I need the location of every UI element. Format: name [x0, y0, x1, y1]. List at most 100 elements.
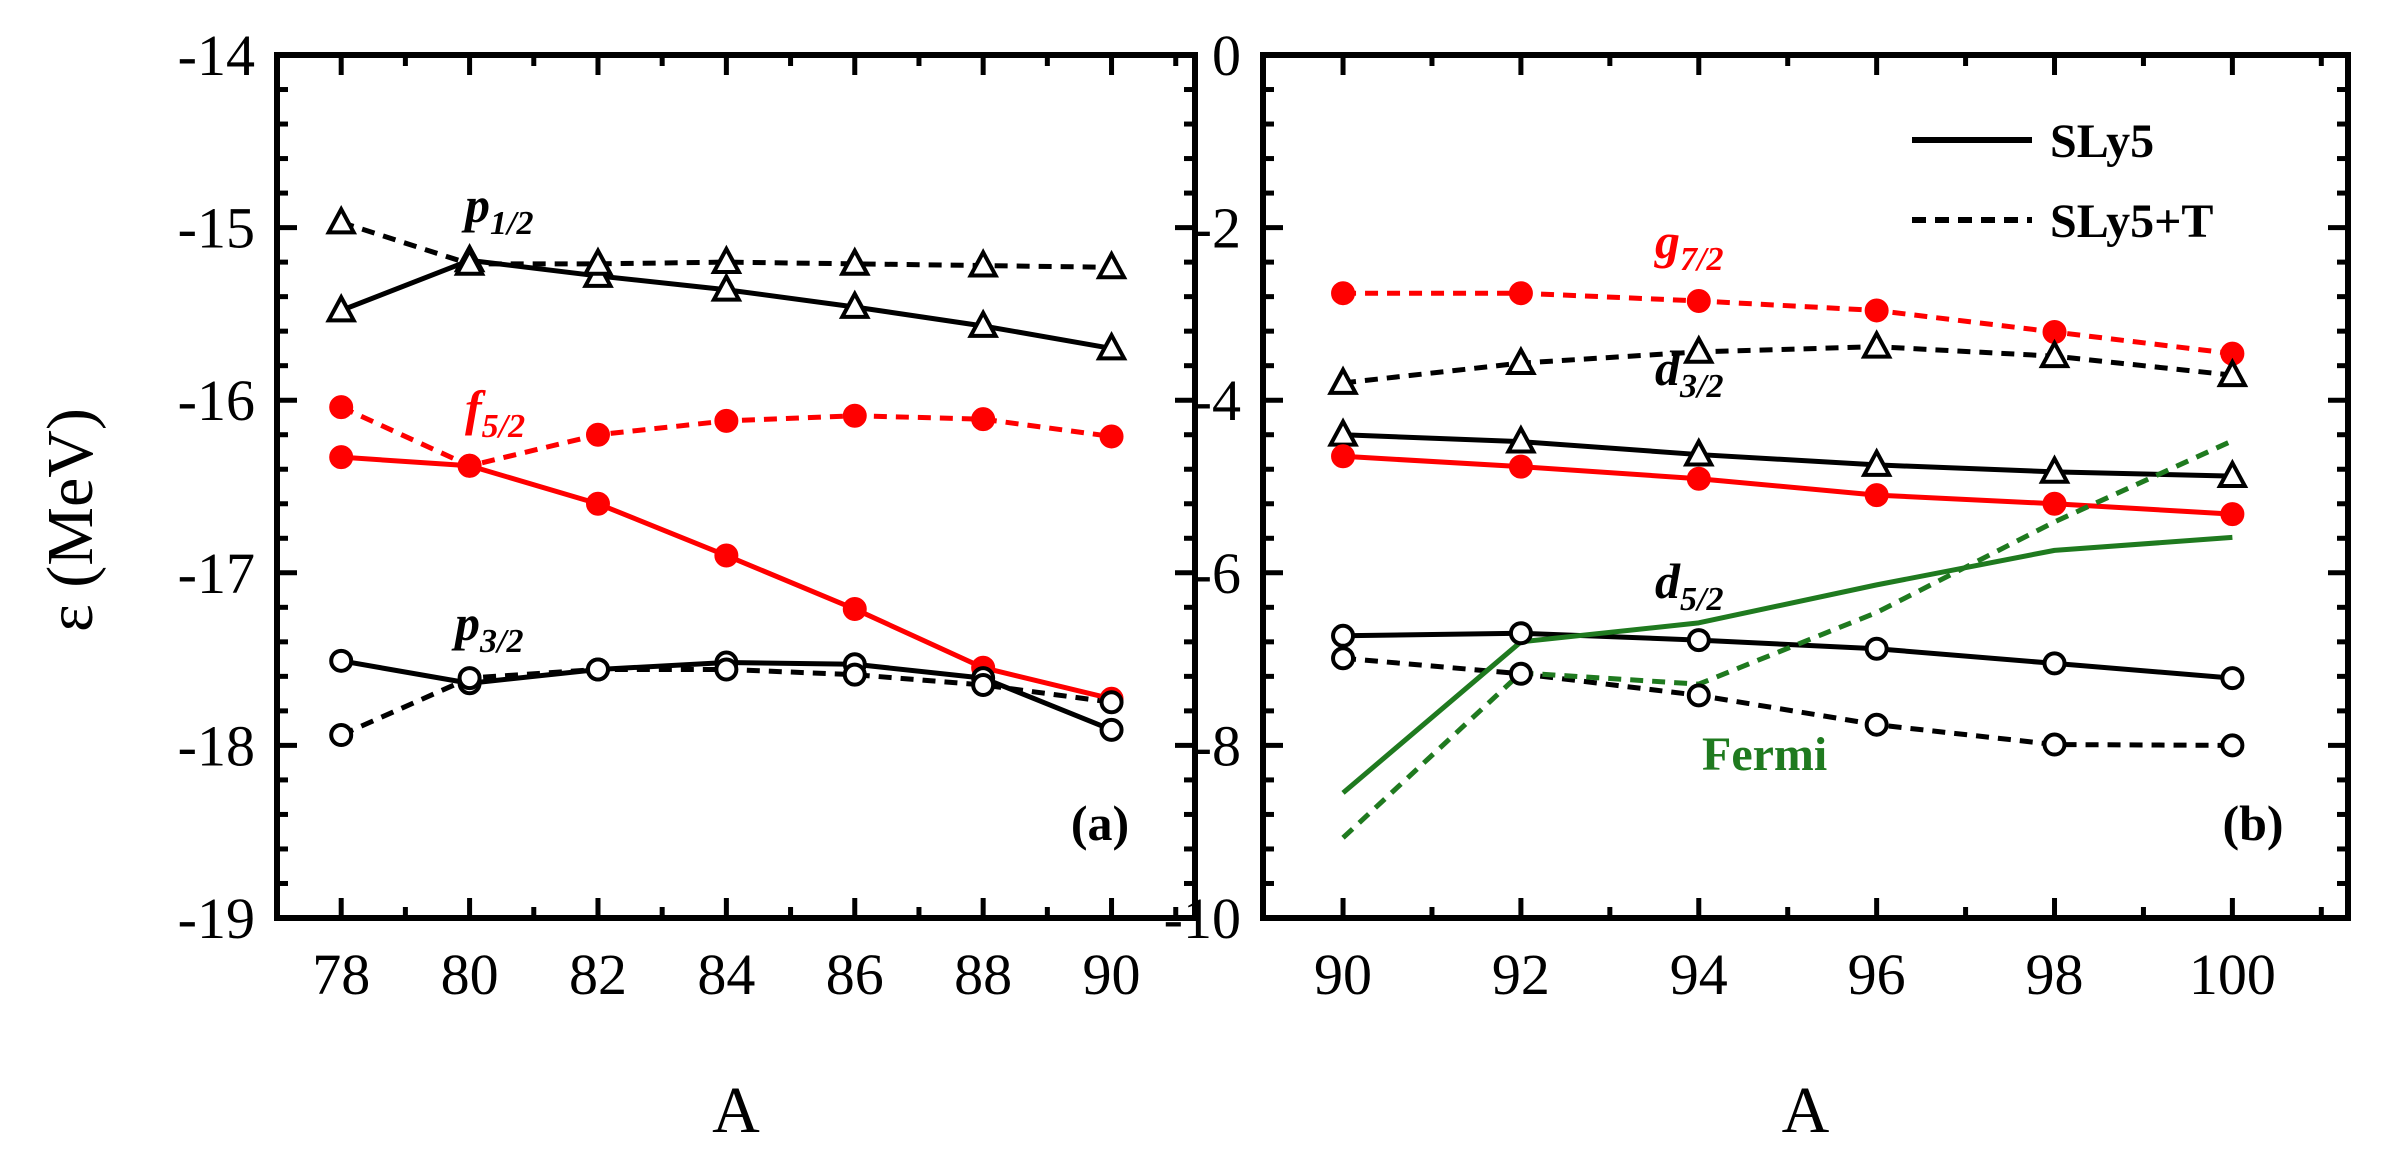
marker-d5-2-sly5-t: [1864, 712, 1889, 737]
marker-p3-2-sly5-t: [457, 666, 482, 691]
x-tick-label: 82: [569, 942, 627, 1007]
marker-p1-2-sly5-t: [1095, 249, 1128, 280]
marker-d3-2-sly5: [1860, 447, 1893, 477]
marker-p3-2-sly5-t: [585, 657, 610, 682]
marker-d5-2-sly5: [1686, 628, 1711, 653]
panel-b-frame: [1260, 52, 2351, 921]
marker-d3-2-sly5: [2038, 454, 2071, 484]
annotation-g7-2: g7/2: [1654, 213, 1723, 278]
series-line-d5-2-sly5: [1343, 630, 2233, 681]
y-tick-label: -2: [1193, 196, 1241, 261]
marker-f5-2-sly5-t: [585, 422, 610, 447]
panel-a-tick-labels: 78 80 82 84 86 88 90 -19 -18 -17 -16 -15 -14: [178, 23, 1141, 1007]
x-tick-label: 90: [1083, 942, 1141, 1007]
panel-a-ticks: [274, 52, 1195, 921]
marker-p1-2-sly5: [710, 272, 743, 302]
series-line-d3-2-sly5-t: [1342, 344, 2233, 386]
annotation-d5-2: d5/2: [1655, 553, 1723, 618]
y-axis-label: ε (MeV): [34, 408, 107, 632]
marker-f5-2-sly5: [842, 597, 867, 622]
marker-p1-2-sly5: [325, 293, 358, 323]
marker-p3-2-sly5-t: [714, 657, 739, 682]
panel-a-label: (a): [1071, 795, 1129, 851]
marker-d3-2-sly5: [1505, 424, 1537, 454]
y-tick-label: 0: [1212, 23, 1241, 88]
marker-f5-2-sly5-t: [457, 453, 482, 478]
marker-d3-2-sly5-t: [1327, 365, 1359, 395]
y-tick-label: -10: [1164, 886, 1241, 951]
marker-f5-2-sly5-t: [329, 395, 354, 420]
y-tick-label: -6: [1193, 541, 1241, 606]
y-tick-label: -8: [1193, 713, 1241, 778]
marker-p1-2-sly5: [838, 289, 871, 319]
marker-d3-2-red-sly5: [2042, 491, 2067, 516]
marker-p1-2-sly5-t: [838, 246, 871, 276]
marker-d5-2-sly5-t: [1331, 646, 1356, 671]
x-tick-label: 98: [2026, 942, 2084, 1007]
series-line-g7-2-sly5-t: [1343, 290, 2233, 357]
marker-f5-2-sly5-t: [1099, 424, 1124, 449]
panel-b-tick-labels: 90 92 94 96 98 100 -10 -8 -6 -4 -2 0: [1164, 23, 2276, 1007]
marker-d3-2-red-sly5: [1864, 483, 1889, 508]
marker-d3-2-red-sly5: [1686, 466, 1711, 491]
marker-p3-2-sly5-t: [1099, 690, 1124, 715]
x-tick-label: 90: [1314, 942, 1372, 1007]
annotation-p3-2: p3/2: [451, 595, 523, 660]
panel-a-x-axis-label: A: [712, 1074, 760, 1147]
y-tick-label: -4: [1193, 368, 1241, 433]
annotation-d3-2: d3/2: [1655, 340, 1723, 405]
marker-p3-2-sly5: [329, 648, 354, 673]
annotation-f5-2: f5/2: [465, 380, 525, 445]
marker-d3-2-sly5-t: [1682, 334, 1715, 364]
x-tick-label: 92: [1492, 942, 1550, 1007]
x-tick-label: 84: [697, 942, 755, 1007]
marker-d3-2-sly5: [1682, 437, 1715, 467]
series-line-d5-2-sly5-t: [1342, 655, 2233, 748]
marker-d3-2-red-sly5: [2220, 502, 2245, 527]
marker-d5-2-sly5-t: [2220, 733, 2245, 758]
x-tick-label: 86: [826, 942, 884, 1007]
marker-p1-2-sly5-t: [582, 246, 614, 276]
y-tick-label: -18: [178, 713, 255, 778]
x-tick-label: 100: [2189, 942, 2276, 1007]
series-line-d3-2-red-sly5: [1342, 453, 2233, 517]
legend: SLy5 SLy5+T: [1912, 115, 2213, 248]
marker-f5-2-sly5-t: [842, 403, 867, 428]
marker-d3-2-sly5-t: [1860, 329, 1893, 359]
marker-d5-2-sly5-t: [2042, 732, 2067, 757]
marker-g7-2-sly5-t: [1864, 298, 1889, 323]
annotation-p1-2: p1/2: [461, 177, 533, 242]
marker-d5-2-sly5: [2042, 651, 2067, 676]
panel-b-x-axis-label: A: [1782, 1074, 1830, 1147]
x-tick-label: 94: [1670, 942, 1728, 1007]
marker-p1-2-sly5-t: [967, 248, 1000, 278]
panel-a: 78 80 82 84 86 88 90 -19 -18 -17 -16 -15 -14 A (a) p…: [178, 23, 1198, 1147]
x-tick-label: 88: [954, 942, 1012, 1007]
y-tick-label: -14: [178, 23, 255, 88]
marker-f5-2-sly5-t: [714, 408, 739, 433]
marker-p3-2-sly5: [1099, 717, 1124, 742]
marker-p3-2-sly5-t: [971, 672, 996, 697]
marker-d5-2-sly5: [2220, 666, 2245, 691]
y-tick-label: -15: [178, 196, 255, 261]
series-line-fermi-sly5: [1341, 534, 2233, 795]
marker-d3-2-sly5-t: [2038, 338, 2071, 369]
marker-f5-2-sly5: [714, 543, 739, 568]
marker-p3-2-sly5-t: [842, 662, 867, 687]
annotation-fermi: Fermi: [1702, 728, 1827, 781]
panel-b-series: [1341, 290, 2234, 840]
series-line-d3-2-sly5: [1342, 432, 2233, 479]
marker-f5-2-sly5: [585, 491, 610, 516]
x-tick-label: 80: [441, 942, 499, 1007]
legend-solid-label: SLy5: [2050, 115, 2154, 168]
marker-d3-2-sly5-t: [1505, 345, 1537, 375]
panel-b-label: (b): [2222, 795, 2283, 851]
marker-d3-2-sly5: [2216, 458, 2249, 489]
marker-d5-2-sly5-t: [1508, 661, 1533, 686]
marker-f5-2-sly5: [329, 445, 354, 470]
marker-d3-2-sly5-t: [2216, 357, 2249, 388]
panel-a-frame: [274, 52, 1198, 921]
marker-p1-2-sly5: [967, 308, 1000, 338]
marker-d5-2-sly5: [1864, 636, 1889, 661]
